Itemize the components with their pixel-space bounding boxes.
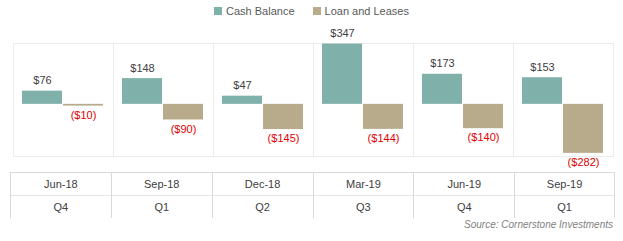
html-text:Q1: Q1 (154, 201, 170, 213)
html-text:Mar-19: Mar-19 (346, 178, 381, 190)
html-text:Cash Balance: Cash Balance (226, 5, 295, 17)
html-text:Q3: Q3 (356, 201, 371, 213)
svg-text:$347: $347 (330, 27, 354, 39)
svg-text:($282): ($282) (568, 156, 600, 168)
html-text:Q1: Q1 (557, 201, 572, 213)
svg-text:($90): ($90) (171, 123, 197, 135)
svg-text:$47: $47 (233, 79, 251, 91)
svg-text:$76: $76 (33, 74, 51, 86)
html-text:Jun-18: Jun-18 (44, 178, 78, 190)
html-text:Q4: Q4 (53, 201, 69, 213)
html-text:Sep-19: Sep-19 (546, 178, 583, 190)
svg-text:$153: $153 (530, 61, 554, 73)
html-text:Q4: Q4 (456, 201, 472, 213)
html-text:Jun-19: Jun-19 (447, 178, 482, 190)
html-text:Dec-18: Dec-18 (244, 178, 281, 190)
html-text:Q2: Q2 (255, 201, 270, 213)
svg-text:($10): ($10) (71, 109, 97, 121)
html-text:Sep-18: Sep-18 (144, 178, 180, 190)
svg-text:($145): ($145) (268, 132, 300, 144)
svg-text:($140): ($140) (468, 131, 500, 143)
html-text:Loan and Leases: Loan and Leases (324, 5, 409, 17)
svg-text:$173: $173 (430, 57, 454, 69)
svg-text:($144): ($144) (368, 132, 400, 144)
html-text:Source: Cornerstone Investment: Source: Cornerstone Investments (464, 219, 613, 230)
svg-text:$148: $148 (130, 62, 154, 74)
